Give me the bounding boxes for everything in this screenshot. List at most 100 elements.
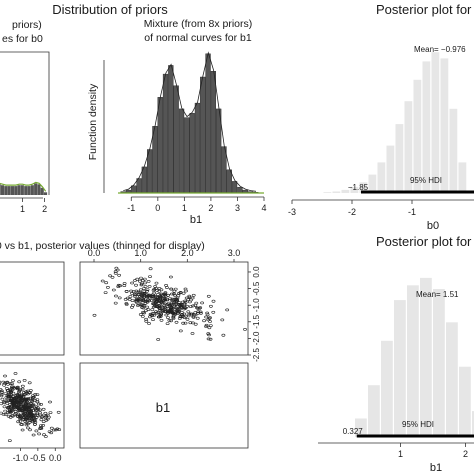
pairs-point xyxy=(129,305,134,309)
pairs-point xyxy=(57,428,62,432)
pairs-point xyxy=(168,307,173,311)
pairs-point xyxy=(191,293,196,297)
pairs-point xyxy=(163,295,168,299)
prior-b0-curve xyxy=(0,181,47,192)
prior-b0-bar xyxy=(34,183,38,195)
pairs-point xyxy=(162,307,167,311)
pairs-point xyxy=(142,290,147,294)
pairs-point xyxy=(186,310,191,314)
pairs-point xyxy=(154,281,159,285)
pairs-point xyxy=(165,286,169,290)
pairs-point xyxy=(39,426,44,430)
pairs-point xyxy=(195,306,200,310)
pairs-point xyxy=(33,398,38,402)
pairs-point xyxy=(168,302,173,306)
prior-b1-bar xyxy=(162,73,169,194)
pairs-bottom-tick-label: -1.0 xyxy=(13,453,29,463)
prior-b1-bar xyxy=(131,185,137,194)
pairs-point xyxy=(135,297,140,301)
pairs-point xyxy=(137,279,142,283)
pairs-point xyxy=(146,279,151,283)
pairs-point xyxy=(204,325,209,328)
prior-b1-bar xyxy=(173,85,179,194)
pairs-point xyxy=(149,299,154,302)
pairs-point xyxy=(0,390,4,394)
pairs-point xyxy=(130,281,135,285)
pairs-point xyxy=(158,296,163,300)
pairs-point xyxy=(3,413,8,416)
pairs-point xyxy=(150,312,155,316)
pairs-panel: b1 0.0 1.0 2.0 3.00.0-0.5-1.0-1.5-2.0-2.5-1… xyxy=(0,248,261,463)
prior-b0-bar xyxy=(24,186,28,195)
pairs-point xyxy=(113,270,118,273)
pairs-point xyxy=(111,288,116,292)
pairs-point xyxy=(39,402,44,406)
prior-b0-bar xyxy=(27,186,31,195)
prior-b1-bar xyxy=(152,126,158,194)
pairs-point xyxy=(7,406,12,409)
pairs-point xyxy=(35,393,40,397)
pairs-point xyxy=(17,395,22,399)
pairs-point xyxy=(0,394,4,398)
pairs-point xyxy=(206,337,211,341)
posterior-b0-bar xyxy=(350,186,359,193)
pairs-point xyxy=(33,406,37,410)
pairs-point xyxy=(134,283,138,287)
pairs-point xyxy=(20,428,25,432)
pairs-point xyxy=(41,420,46,424)
pairs-point xyxy=(22,418,27,421)
pairs-point xyxy=(182,307,187,311)
pairs-point xyxy=(205,311,210,315)
pairs-point xyxy=(10,379,15,383)
pairs-point xyxy=(152,291,157,295)
pairs-point xyxy=(205,313,210,317)
pairs-point xyxy=(159,292,164,296)
pairs-point xyxy=(153,301,158,305)
pairs-cell-frame xyxy=(0,261,65,356)
pairs-point xyxy=(20,387,25,391)
pairs-point xyxy=(208,337,213,341)
pairs-point xyxy=(162,292,167,296)
pairs-point xyxy=(24,390,28,394)
pairs-point xyxy=(147,322,151,325)
prior-b0-bar xyxy=(20,185,24,195)
pairs-point xyxy=(144,309,148,313)
pairs-point xyxy=(117,273,122,277)
pairs-point xyxy=(206,294,211,298)
prior-b0-frame xyxy=(0,51,50,195)
pairs-cell-frame xyxy=(0,362,65,449)
pairs-point xyxy=(208,304,213,308)
prior-b1-bar xyxy=(189,113,195,194)
pairs-point xyxy=(30,405,35,409)
posterior-b1-bar xyxy=(459,366,471,437)
pairs-point xyxy=(164,283,169,287)
pairs-point xyxy=(42,433,46,437)
pairs-point xyxy=(132,294,137,298)
prior-b0-panel: priors) es for b0 1 2 xyxy=(0,19,50,214)
posterior-b1-bar xyxy=(368,385,380,437)
pairs-point xyxy=(32,413,37,417)
title-posterior-b0: Posterior plot for xyxy=(376,2,472,17)
pairs-point xyxy=(22,406,27,410)
pairs-point xyxy=(153,285,158,288)
pairs-point xyxy=(34,415,39,419)
pairs-point xyxy=(122,282,127,285)
pairs-point xyxy=(173,311,177,315)
pairs-point xyxy=(211,299,216,303)
titles: Distribution of priors Posterior plot fo… xyxy=(0,2,472,252)
pairs-point xyxy=(184,296,189,300)
posterior-b0-bar xyxy=(341,189,350,193)
pairs-point xyxy=(37,402,41,406)
pairs-point xyxy=(113,301,118,305)
posterior-b1-bar xyxy=(446,322,458,437)
pairs-point xyxy=(157,289,162,293)
pairs-point xyxy=(154,303,159,307)
pairs-point xyxy=(193,322,198,326)
posterior-b0-bar xyxy=(449,108,458,193)
posterior-b1-bar xyxy=(420,277,432,437)
pairs-point xyxy=(188,321,193,325)
pairs-point xyxy=(17,380,22,384)
pairs-point xyxy=(181,321,186,325)
pairs-point xyxy=(141,310,146,314)
posterior-b0-xlabel: b0 xyxy=(427,220,439,232)
